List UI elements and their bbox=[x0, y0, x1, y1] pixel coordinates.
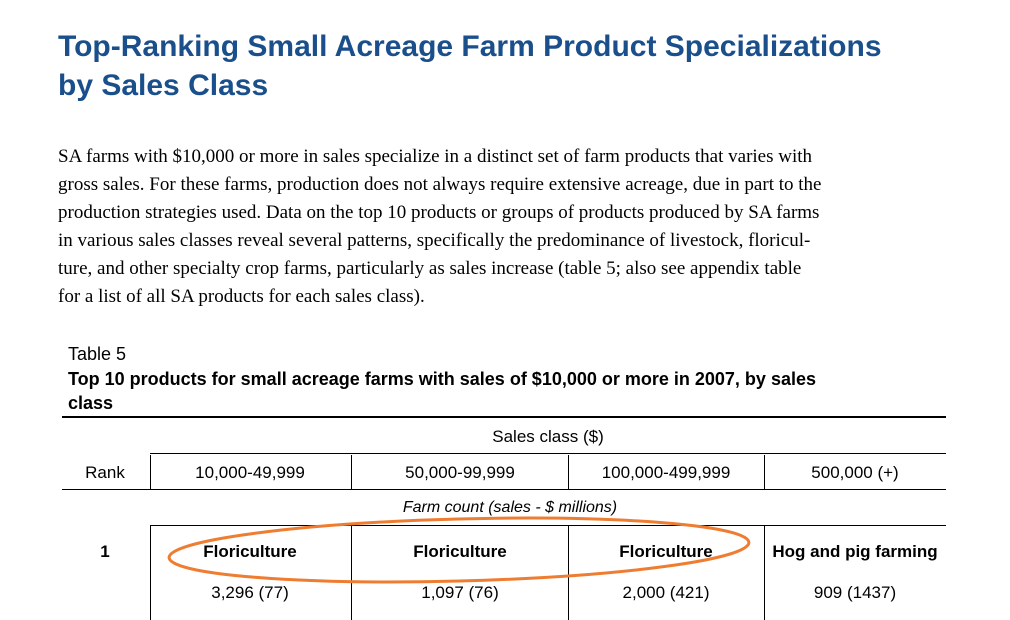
cell-border bbox=[150, 525, 151, 620]
cell-border bbox=[764, 455, 765, 489]
table-label: Table 5 bbox=[68, 344, 127, 364]
column-header: 500,000 (+) bbox=[811, 463, 899, 482]
table-caption: Top 10 products for small acreage farms … bbox=[68, 369, 816, 389]
paragraph-line: ture, and other specialty crop farms, pa… bbox=[58, 258, 802, 279]
paragraph-line: SA farms with $10,000 or more in sales s… bbox=[58, 146, 813, 167]
product: Floriculture bbox=[413, 542, 507, 561]
cell-border bbox=[568, 455, 569, 489]
product: Floriculture bbox=[619, 542, 713, 561]
title-line: Top-Ranking Small Acreage Farm Product S… bbox=[58, 30, 882, 63]
rule bbox=[62, 416, 946, 418]
product: Floriculture bbox=[203, 542, 297, 561]
cell-border bbox=[568, 525, 569, 620]
cell-border bbox=[351, 455, 352, 489]
paragraph-line: production strategies used. Data on the … bbox=[58, 202, 820, 223]
cell-border bbox=[351, 525, 352, 620]
cell-border bbox=[150, 455, 151, 489]
subheader: Farm count (sales - $ millions) bbox=[402, 499, 618, 516]
cell-border bbox=[764, 525, 765, 620]
paragraph-line: gross sales. For these farms, production… bbox=[58, 174, 822, 195]
column-header: Rank bbox=[85, 463, 125, 482]
count: 1,097 (76) bbox=[421, 583, 499, 602]
group-header: Sales class ($) bbox=[492, 427, 604, 446]
count: 3,296 (77) bbox=[211, 583, 289, 602]
count: 2,000 (421) bbox=[622, 583, 710, 602]
paragraph-line: in various sales classes reveal several … bbox=[58, 230, 811, 251]
rule bbox=[150, 453, 946, 454]
column-header: 10,000-49,999 bbox=[195, 463, 305, 482]
rank: 1 bbox=[100, 542, 110, 561]
rule bbox=[150, 525, 946, 526]
count: 909 (1437) bbox=[813, 583, 897, 602]
rule bbox=[62, 489, 946, 490]
column-header: 50,000-99,999 bbox=[405, 463, 515, 482]
table-caption: class bbox=[68, 393, 114, 413]
product: Hog and pig farming bbox=[772, 542, 938, 561]
column-header: 100,000-499,999 bbox=[601, 463, 731, 482]
paragraph-line: for a list of all SA products for each s… bbox=[58, 286, 425, 307]
title-line: by Sales Class bbox=[58, 69, 269, 102]
